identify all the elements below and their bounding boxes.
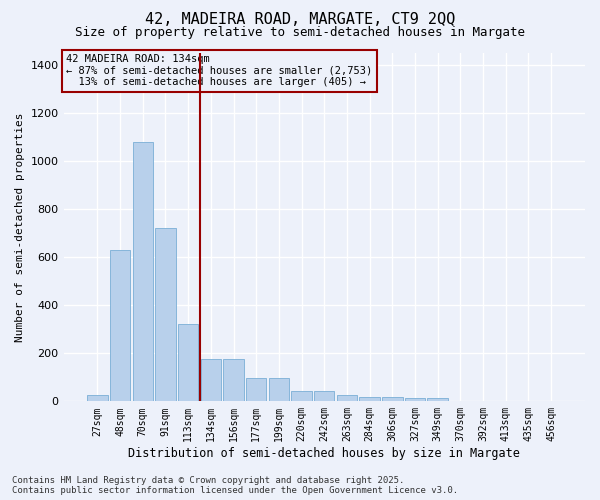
Bar	[427, 398, 448, 402]
Bar	[292, 390, 312, 402]
Bar	[337, 396, 357, 402]
Bar	[200, 359, 221, 402]
Bar	[269, 378, 289, 402]
Bar	[133, 142, 153, 402]
Y-axis label: Number of semi-detached properties: Number of semi-detached properties	[15, 112, 25, 342]
Bar	[223, 359, 244, 402]
Bar	[246, 378, 266, 402]
Text: 42, MADEIRA ROAD, MARGATE, CT9 2QQ: 42, MADEIRA ROAD, MARGATE, CT9 2QQ	[145, 12, 455, 28]
Text: Contains HM Land Registry data © Crown copyright and database right 2025.
Contai: Contains HM Land Registry data © Crown c…	[12, 476, 458, 495]
Text: Size of property relative to semi-detached houses in Margate: Size of property relative to semi-detach…	[75, 26, 525, 39]
Bar	[314, 390, 334, 402]
Bar	[359, 396, 380, 402]
Text: 42 MADEIRA ROAD: 134sqm
← 87% of semi-detached houses are smaller (2,753)
  13% : 42 MADEIRA ROAD: 134sqm ← 87% of semi-de…	[66, 54, 373, 88]
Bar	[178, 324, 199, 402]
Bar	[155, 228, 176, 402]
X-axis label: Distribution of semi-detached houses by size in Margate: Distribution of semi-detached houses by …	[128, 447, 520, 460]
Bar	[405, 398, 425, 402]
Bar	[87, 396, 107, 402]
Bar	[382, 397, 403, 402]
Bar	[110, 250, 130, 402]
